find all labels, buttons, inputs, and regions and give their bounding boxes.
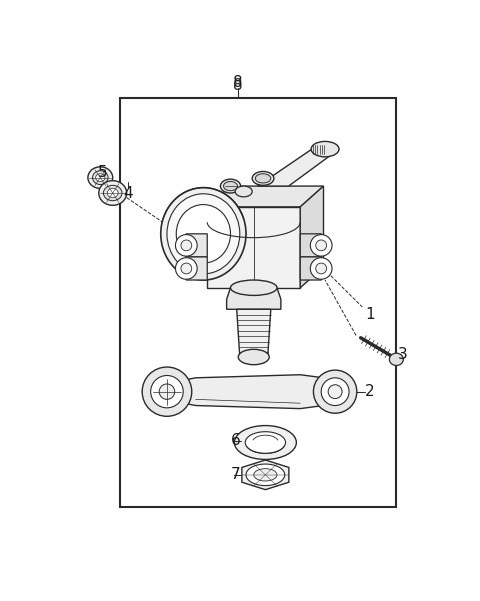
Ellipse shape bbox=[316, 263, 326, 274]
Text: 6: 6 bbox=[231, 433, 241, 448]
Text: 5: 5 bbox=[98, 165, 108, 180]
Ellipse shape bbox=[254, 469, 277, 481]
Ellipse shape bbox=[142, 367, 192, 416]
Ellipse shape bbox=[311, 234, 332, 256]
Ellipse shape bbox=[255, 174, 271, 183]
Polygon shape bbox=[258, 149, 339, 186]
Polygon shape bbox=[227, 288, 281, 310]
Ellipse shape bbox=[235, 186, 252, 197]
Bar bbox=[120, 97, 396, 507]
Text: 3: 3 bbox=[397, 347, 408, 362]
Ellipse shape bbox=[234, 426, 296, 459]
Polygon shape bbox=[207, 207, 300, 257]
Polygon shape bbox=[207, 207, 300, 288]
Ellipse shape bbox=[313, 370, 357, 413]
Ellipse shape bbox=[159, 384, 175, 400]
Ellipse shape bbox=[238, 349, 269, 365]
Polygon shape bbox=[300, 234, 325, 257]
Ellipse shape bbox=[316, 240, 326, 251]
Polygon shape bbox=[172, 375, 335, 409]
Ellipse shape bbox=[230, 280, 277, 296]
Polygon shape bbox=[300, 186, 324, 288]
Ellipse shape bbox=[252, 171, 274, 185]
Ellipse shape bbox=[321, 378, 349, 406]
Ellipse shape bbox=[245, 432, 286, 453]
Polygon shape bbox=[237, 310, 271, 357]
Ellipse shape bbox=[220, 179, 240, 193]
Polygon shape bbox=[300, 257, 325, 280]
Ellipse shape bbox=[176, 258, 197, 279]
Text: 8: 8 bbox=[233, 79, 243, 94]
Ellipse shape bbox=[224, 182, 238, 191]
Ellipse shape bbox=[389, 353, 403, 365]
Ellipse shape bbox=[93, 171, 108, 185]
Polygon shape bbox=[242, 460, 289, 490]
Ellipse shape bbox=[311, 141, 339, 157]
Text: 7: 7 bbox=[231, 468, 241, 483]
Ellipse shape bbox=[103, 185, 122, 201]
Ellipse shape bbox=[99, 181, 127, 206]
Ellipse shape bbox=[167, 194, 240, 274]
Ellipse shape bbox=[107, 188, 118, 198]
Polygon shape bbox=[207, 186, 324, 207]
Ellipse shape bbox=[96, 174, 105, 182]
Ellipse shape bbox=[328, 385, 342, 398]
Ellipse shape bbox=[151, 376, 183, 408]
Ellipse shape bbox=[246, 464, 285, 486]
Ellipse shape bbox=[88, 167, 113, 188]
Ellipse shape bbox=[161, 188, 246, 280]
Text: 4: 4 bbox=[123, 186, 133, 201]
Polygon shape bbox=[182, 234, 207, 257]
Text: 8: 8 bbox=[233, 75, 243, 90]
Ellipse shape bbox=[176, 234, 197, 256]
Text: 2: 2 bbox=[365, 384, 375, 399]
Ellipse shape bbox=[181, 240, 192, 251]
Ellipse shape bbox=[176, 204, 230, 263]
Text: 1: 1 bbox=[365, 307, 375, 322]
Ellipse shape bbox=[311, 258, 332, 279]
Polygon shape bbox=[182, 257, 207, 280]
Ellipse shape bbox=[181, 263, 192, 274]
